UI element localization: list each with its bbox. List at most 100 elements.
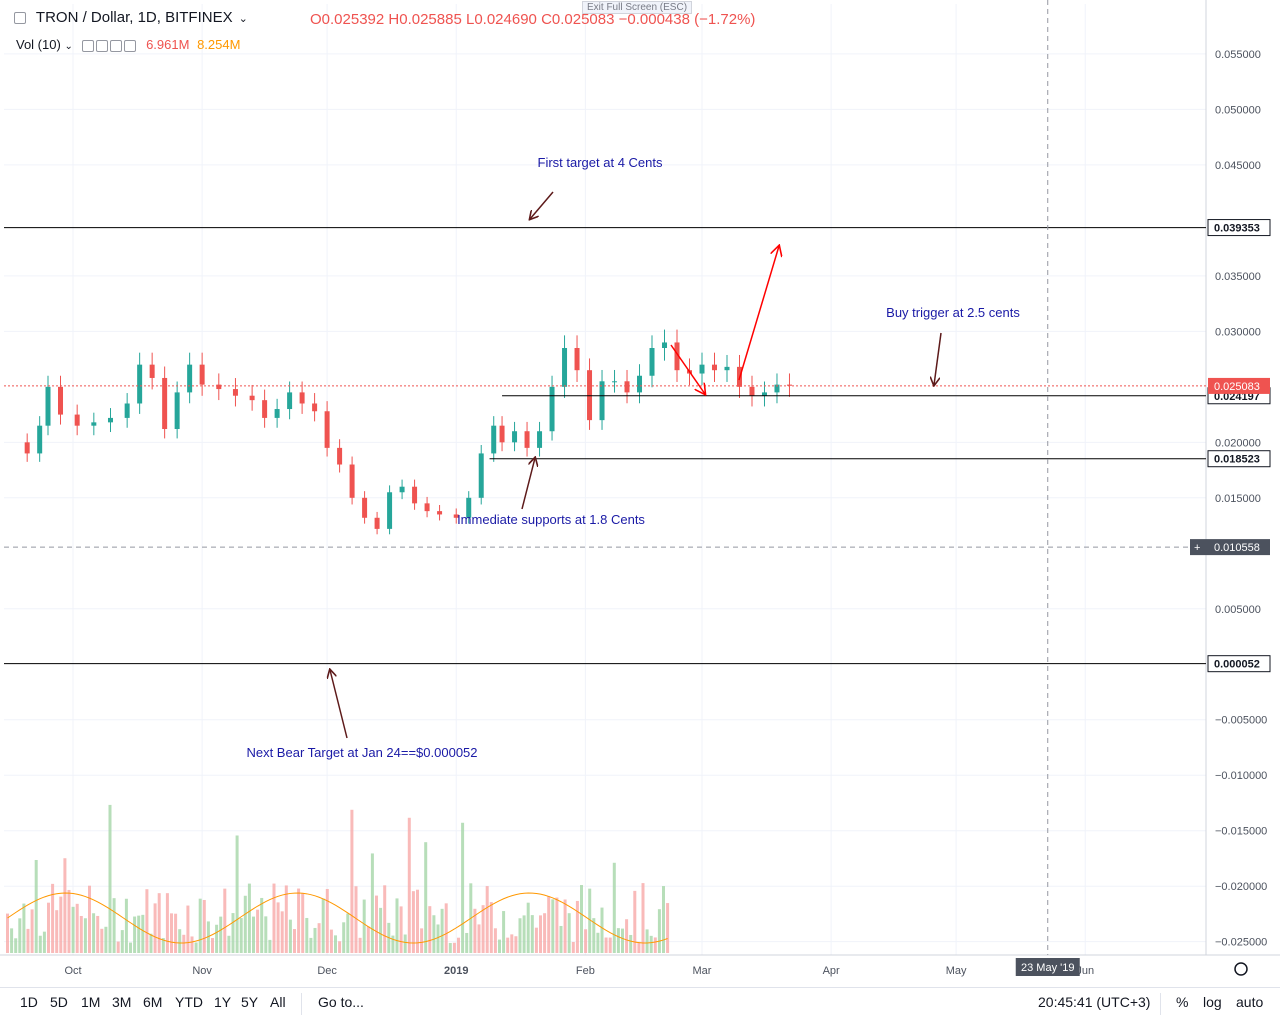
auto-scale-button[interactable]: auto (1236, 994, 1264, 1010)
level-badge (1207, 655, 1271, 673)
goto-button[interactable]: Go to... (318, 994, 364, 1010)
price-chart[interactable]: 0.055000 0.050000 0.045000 0.035000 0.030000… (0, 0, 1280, 987)
log-scale-button[interactable]: log (1203, 994, 1222, 1010)
range-1m-button[interactable]: 1M (81, 994, 101, 1010)
volume-bar (366, 926, 370, 953)
range-all-button[interactable]: All (270, 994, 286, 1010)
eye-icon[interactable] (82, 39, 95, 52)
gear-icon[interactable] (110, 39, 123, 52)
volume-label[interactable]: Vol (10) (16, 37, 61, 52)
volume-bar (141, 914, 145, 953)
symbol-header: TRON / Dollar, 1D, BITFINEX ⌄ (14, 9, 254, 26)
candle-body (612, 381, 618, 383)
volume-bar (465, 932, 469, 953)
arrow-support (521, 458, 535, 510)
volume-bar (395, 898, 399, 953)
volume-bar (399, 906, 403, 953)
volume-bar (616, 928, 620, 953)
volume-bar (407, 817, 411, 953)
volume-bar (325, 888, 329, 953)
exit-fullscreen-button[interactable]: Exit Full Screen (ESC) (582, 1, 693, 14)
volume-bar (67, 889, 71, 953)
arrow-buy-trigger (934, 332, 942, 385)
volume-bar (555, 897, 559, 953)
volume-bar (334, 935, 337, 953)
volume-bar (34, 859, 38, 953)
range-ytd-button[interactable]: YTD (175, 994, 203, 1010)
volume-bar (268, 939, 272, 953)
candle-body (491, 425, 497, 454)
volume-bar (79, 915, 83, 953)
volume-bar (448, 942, 452, 953)
volume-bar (153, 903, 157, 953)
volume-bar (485, 886, 489, 953)
crosshair-plus-icon: + (1194, 542, 1200, 554)
volume-bar (63, 858, 67, 953)
volume-bar (206, 921, 210, 953)
volume-bar (264, 916, 268, 953)
volume-bar (202, 899, 206, 953)
crosshair-date-badge (1015, 958, 1080, 976)
volume-bar (522, 915, 526, 953)
volume-bar (194, 942, 198, 953)
collapse-icon[interactable] (14, 12, 26, 25)
chevron-down-icon[interactable]: ⌄ (64, 41, 73, 52)
x-tick-label: Apr (823, 965, 840, 977)
volume-bar (170, 913, 173, 953)
candle-body (774, 384, 780, 393)
close-icon[interactable] (124, 39, 137, 52)
arrow-first-target (530, 191, 554, 219)
volume-bar (534, 927, 538, 953)
y-tick-label: −0.025000 (1215, 937, 1267, 949)
range-6m-button[interactable]: 6M (143, 994, 163, 1010)
volume-bar (354, 886, 358, 953)
candle-body (399, 486, 405, 493)
candle-body (187, 364, 193, 393)
volume-bar (502, 911, 506, 953)
settings-icon[interactable] (96, 39, 109, 52)
percent-scale-button[interactable]: % (1176, 994, 1189, 1010)
candle-body (699, 364, 705, 374)
volume-bar (145, 889, 149, 953)
range-1y-button[interactable]: 1Y (214, 994, 232, 1010)
volume-bar (137, 915, 141, 953)
volume-legend: Vol (10) ⌄ 6.961M 8.254M (16, 37, 240, 52)
range-3m-button[interactable]: 3M (112, 994, 132, 1010)
x-tick-label: May (946, 965, 967, 977)
x-tick-label: Jun (1076, 965, 1094, 977)
volume-bar (239, 918, 243, 953)
volume-bar (375, 895, 378, 953)
volume-bar (243, 895, 247, 953)
volume-bar (223, 888, 227, 953)
candle-body (45, 386, 51, 426)
volume-bar (600, 907, 604, 953)
volume-bar (272, 883, 276, 953)
range-5y-button[interactable]: 5Y (241, 994, 259, 1010)
candle-body (149, 364, 155, 378)
candle-body (724, 366, 730, 371)
range-1d-button[interactable]: 1D (20, 994, 38, 1010)
candle-body (324, 411, 330, 448)
volume-bar (116, 941, 120, 953)
chevron-down-icon[interactable]: ⌄ (238, 13, 248, 25)
volume-bar (30, 909, 34, 953)
volume-bar (645, 929, 649, 953)
volume-bar (305, 917, 309, 953)
x-tick-label: Dec (317, 965, 337, 977)
volume-bar (260, 897, 264, 953)
volume-bar (71, 906, 75, 953)
last-price-label: 0.025083 (1214, 381, 1260, 393)
volume-bar (510, 934, 514, 953)
y-tick-label: 0.020000 (1215, 437, 1261, 449)
candle-body (124, 403, 130, 418)
range-5d-button[interactable]: 5D (50, 994, 68, 1010)
volume-bar (301, 893, 305, 953)
symbol-title[interactable]: TRON / Dollar, 1D, BITFINEX (35, 9, 233, 26)
candle-body (232, 389, 238, 396)
close-value: C0.025083 (541, 11, 615, 28)
volume-bar (215, 924, 219, 953)
candle-body (312, 403, 318, 412)
clock-readout[interactable]: 20:45:41 (UTC+3) (1038, 994, 1151, 1010)
volume-bar (120, 930, 124, 953)
